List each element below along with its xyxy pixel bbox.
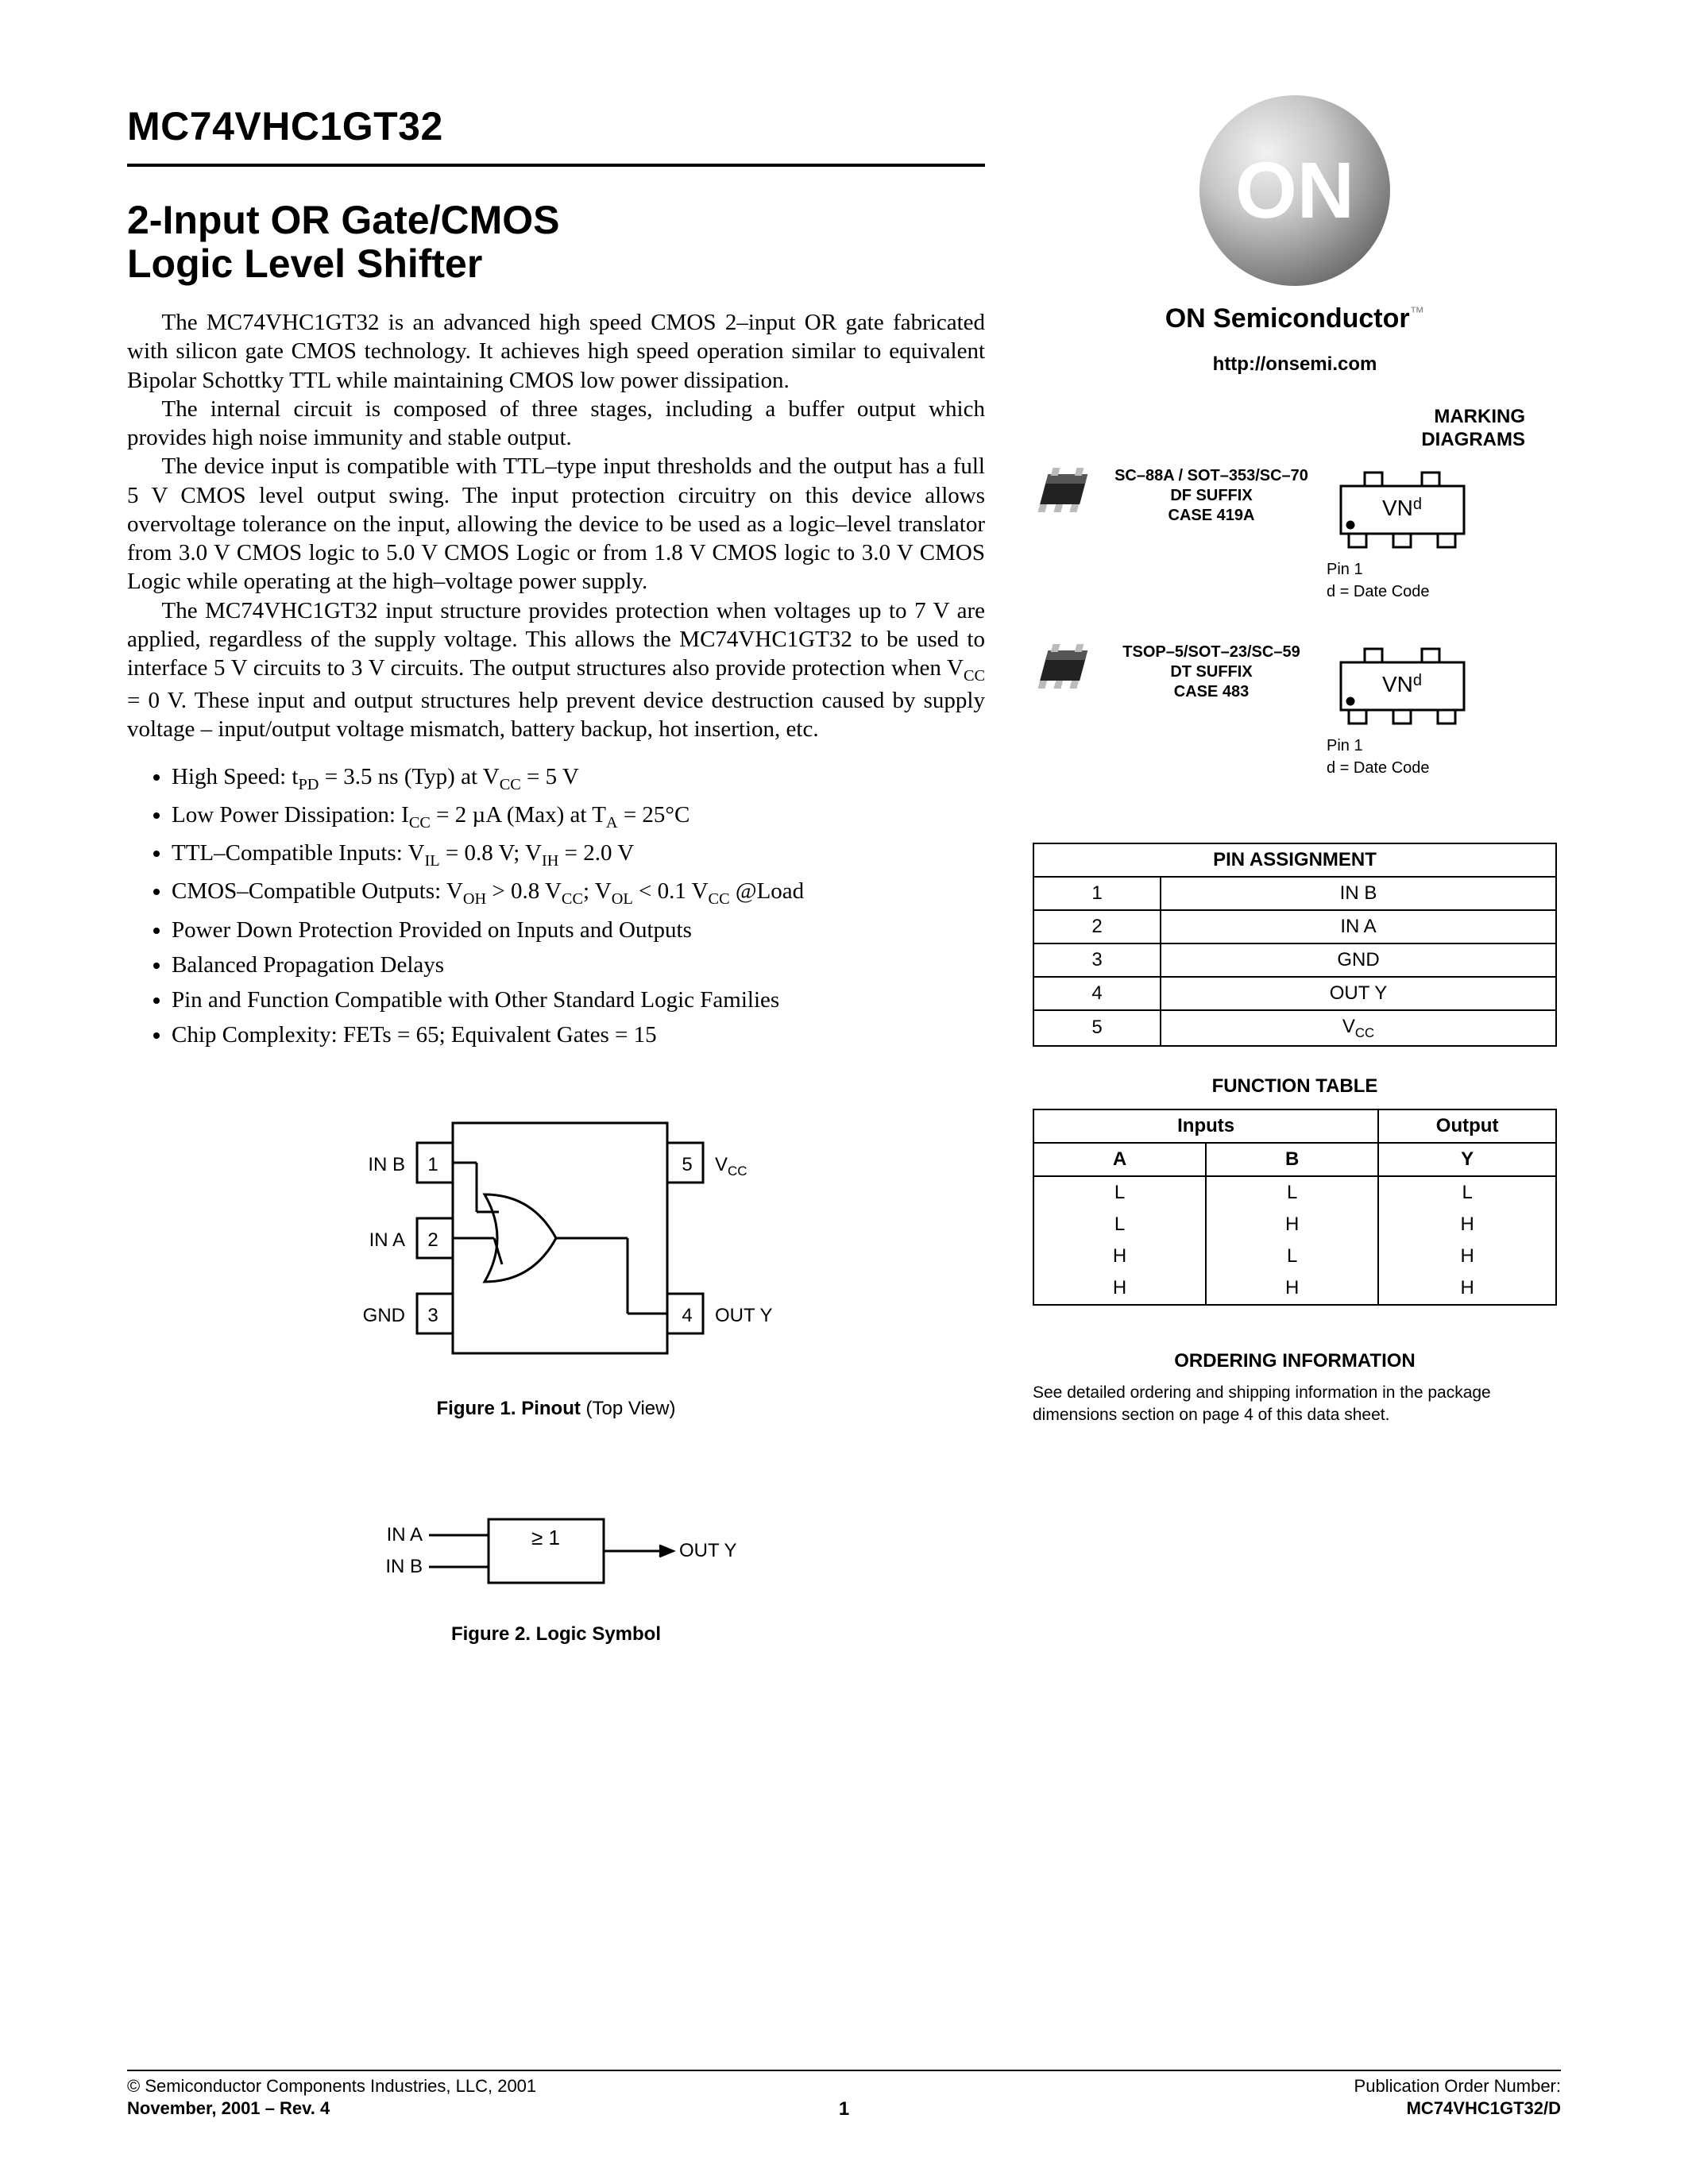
feature-item: Chip Complexity: FETs = 65; Equivalent G… <box>172 1018 985 1051</box>
feature-item: Power Down Protection Provided on Inputs… <box>172 913 985 947</box>
package-2-outline: VNd <box>1327 642 1477 730</box>
svg-text:5: 5 <box>682 1154 692 1175</box>
function-table: Inputs Output A B Y LLL LHH HLH HHH <box>1033 1109 1557 1306</box>
figure-1-pinout: 1 2 3 4 5 IN B IN A GND OUT Y VCC Figure… <box>127 1099 985 1420</box>
paragraph-3: The device input is compatible with TTL–… <box>127 452 985 596</box>
svg-text:VNd: VNd <box>1382 496 1422 520</box>
function-table-title: FUNCTION TABLE <box>1033 1075 1557 1098</box>
footer-date-rev: November, 2001 – Rev. 4 <box>127 2098 330 2118</box>
svg-text:IN B: IN B <box>385 1556 423 1577</box>
pin-table-title: PIN ASSIGNMENT <box>1033 843 1556 877</box>
table-row: HHH <box>1033 1272 1556 1305</box>
svg-text:OUT Y: OUT Y <box>715 1305 772 1326</box>
brand-url: http://onsemi.com <box>1213 353 1377 376</box>
svg-text:GND: GND <box>363 1305 405 1326</box>
feature-item: Low Power Dissipation: ICC = 2 µA (Max) … <box>172 798 985 835</box>
chip-icon <box>1033 466 1096 522</box>
package-2-label: TSOP–5/SOT–23/SC–59 DT SUFFIX CASE 483 <box>1112 642 1311 702</box>
footer-pub-label: Publication Order Number: <box>1354 2076 1561 2096</box>
pinout-diagram: 1 2 3 4 5 IN B IN A GND OUT Y VCC <box>294 1099 818 1385</box>
subtitle-line1: 2-Input OR Gate/CMOS <box>127 198 559 242</box>
table-row: LLL <box>1033 1176 1556 1209</box>
feature-item: Balanced Propagation Delays <box>172 948 985 982</box>
package-1-outline: VNd <box>1327 466 1477 554</box>
footer-copyright: © Semiconductor Components Industries, L… <box>127 2076 536 2096</box>
subtitle-line2: Logic Level Shifter <box>127 241 482 286</box>
package-block-2: TSOP–5/SOT–23/SC–59 DT SUFFIX CASE 483 V… <box>1033 642 1557 779</box>
brand-name: ON Semiconductor™ <box>1165 303 1425 334</box>
title-divider <box>127 164 985 167</box>
marking-diagrams-heading: MARKINGDIAGRAMS <box>1421 406 1525 452</box>
on-logo-icon: ON <box>1192 87 1398 294</box>
table-row: HLH <box>1033 1241 1556 1272</box>
svg-text:IN A: IN A <box>387 1524 423 1545</box>
svg-text:≥ 1: ≥ 1 <box>531 1526 560 1549</box>
package-block-1: SC–88A / SOT–353/SC–70 DF SUFFIX CASE 41… <box>1033 466 1557 603</box>
chip-icon <box>1033 642 1096 698</box>
table-row: 3GND <box>1033 943 1556 977</box>
package-1-caption: Pin 1d = Date Code <box>1327 558 1430 603</box>
subtitle: 2-Input OR Gate/CMOS Logic Level Shifter <box>127 199 985 286</box>
pin-assignment-table: PIN ASSIGNMENT 1IN B 2IN A 3GND 4OUT Y 5… <box>1033 843 1557 1048</box>
svg-text:OUT Y: OUT Y <box>679 1540 736 1561</box>
figure-2-caption: Figure 2. Logic Symbol <box>451 1623 661 1646</box>
paragraph-4: The MC74VHC1GT32 input structure provide… <box>127 596 985 744</box>
svg-text:ON: ON <box>1235 146 1354 235</box>
figure-1-caption: Figure 1. Pinout (Top View) <box>437 1398 676 1420</box>
paragraph-2: The internal circuit is composed of thre… <box>127 395 985 453</box>
ordering-heading: ORDERING INFORMATION <box>1033 1350 1557 1372</box>
table-row: LHH <box>1033 1209 1556 1241</box>
figure-2-logic-symbol: IN A IN B ≥ 1 OUT Y Figure 2. Logic Symb… <box>127 1499 985 1646</box>
paragraph-1: The MC74VHC1GT32 is an advanced high spe… <box>127 308 985 395</box>
func-head-inputs: Inputs <box>1033 1109 1378 1143</box>
svg-text:3: 3 <box>427 1305 438 1326</box>
svg-text:IN A: IN A <box>369 1229 405 1251</box>
footer-divider <box>127 2070 1561 2071</box>
page-footer: © Semiconductor Components Industries, L… <box>127 2075 1561 2120</box>
svg-text:4: 4 <box>682 1305 692 1326</box>
table-row: 1IN B <box>1033 877 1556 910</box>
package-1-label: SC–88A / SOT–353/SC–70 DF SUFFIX CASE 41… <box>1112 466 1311 526</box>
body-text: The MC74VHC1GT32 is an advanced high spe… <box>127 308 985 744</box>
brand-logo: ON ON Semiconductor™ <box>1165 87 1425 334</box>
part-number-heading: MC74VHC1GT32 <box>127 103 985 149</box>
table-row: 2IN A <box>1033 910 1556 943</box>
svg-text:1: 1 <box>427 1154 438 1175</box>
logic-symbol-diagram: IN A IN B ≥ 1 OUT Y <box>350 1499 763 1611</box>
table-row: 4OUT Y <box>1033 977 1556 1010</box>
feature-list: High Speed: tPD = 3.5 ns (Typ) at VCC = … <box>127 760 985 1051</box>
svg-text:VCC: VCC <box>715 1154 747 1179</box>
table-row: 5VCC <box>1033 1010 1556 1047</box>
svg-text:VNd: VNd <box>1382 672 1422 696</box>
func-head-output: Output <box>1378 1109 1556 1143</box>
ordering-text: See detailed ordering and shipping infor… <box>1033 1382 1557 1426</box>
feature-item: Pin and Function Compatible with Other S… <box>172 983 985 1017</box>
package-2-caption: Pin 1d = Date Code <box>1327 735 1430 779</box>
feature-item: TTL–Compatible Inputs: VIL = 0.8 V; VIH … <box>172 836 985 873</box>
footer-page-number: 1 <box>839 2098 849 2120</box>
svg-text:IN B: IN B <box>368 1154 405 1175</box>
feature-item: High Speed: tPD = 3.5 ns (Typ) at VCC = … <box>172 760 985 797</box>
footer-pub-value: MC74VHC1GT32/D <box>1407 2098 1561 2118</box>
feature-item: CMOS–Compatible Outputs: VOH > 0.8 VCC; … <box>172 874 985 911</box>
svg-text:2: 2 <box>427 1229 438 1251</box>
